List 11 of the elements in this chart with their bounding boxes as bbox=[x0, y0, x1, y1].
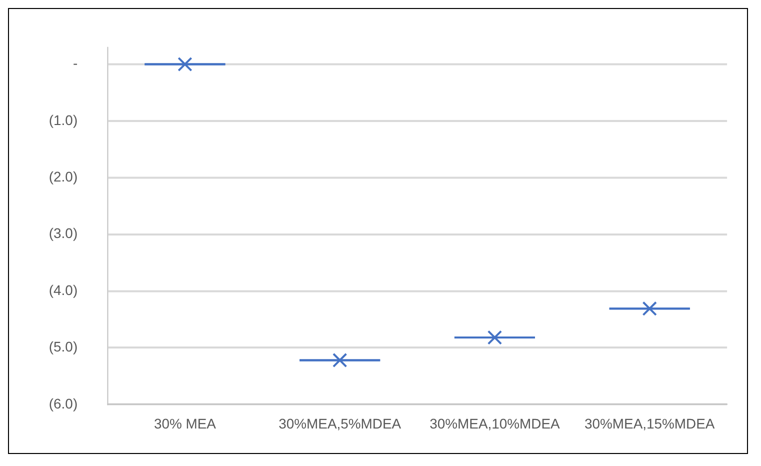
y-tick-label: (2.0) bbox=[48, 168, 78, 184]
x-tick-label: 30%MEA,10%MDEA bbox=[430, 416, 561, 432]
y-tick-label: (1.0) bbox=[48, 112, 78, 128]
y-tick-label: - bbox=[72, 55, 78, 72]
x-tick-label: 30% MEA bbox=[154, 416, 217, 432]
x-tick-label: 30%MEA,15%MDEA bbox=[584, 416, 716, 432]
y-tick-label: (3.0) bbox=[48, 225, 78, 242]
y-tick-label: (5.0) bbox=[48, 338, 78, 355]
x-tick-label: 30%MEA,5%MDEA bbox=[278, 416, 402, 432]
y-tick-label: (4.0) bbox=[48, 282, 78, 298]
y-tick-label: (6.0) bbox=[48, 395, 78, 412]
